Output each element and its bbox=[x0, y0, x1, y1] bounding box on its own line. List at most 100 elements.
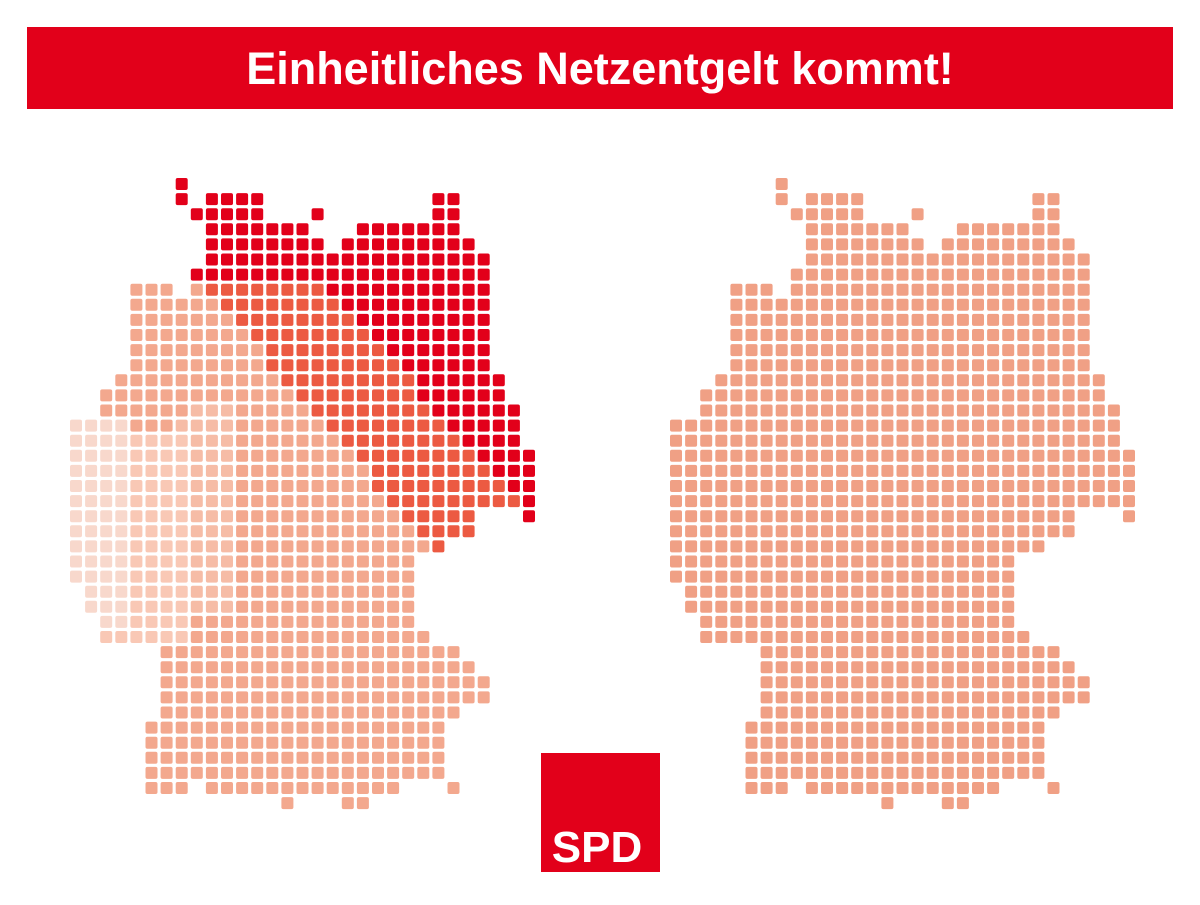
map-cell bbox=[1047, 298, 1060, 311]
map-cell bbox=[85, 570, 98, 583]
map-cell bbox=[715, 404, 728, 417]
map-cell bbox=[700, 615, 713, 628]
map-cell bbox=[462, 298, 475, 311]
map-cell bbox=[236, 676, 249, 689]
map-cell bbox=[311, 404, 324, 417]
map-cell bbox=[926, 510, 939, 523]
map-cell bbox=[866, 223, 879, 236]
map-cell bbox=[956, 283, 969, 296]
map-cell bbox=[1077, 464, 1090, 477]
map-cell bbox=[221, 298, 233, 311]
map-cell bbox=[417, 721, 430, 734]
map-cell bbox=[432, 268, 445, 281]
map-cell bbox=[417, 495, 430, 508]
map-cell bbox=[447, 434, 460, 447]
map-cell bbox=[221, 374, 233, 387]
map-cell bbox=[790, 268, 803, 281]
map-cell bbox=[987, 449, 1000, 462]
map-cell bbox=[941, 510, 954, 523]
map-cell bbox=[896, 751, 909, 764]
map-cell bbox=[341, 736, 354, 749]
map-cell bbox=[760, 721, 773, 734]
map-current bbox=[70, 178, 535, 810]
map-cell bbox=[432, 283, 445, 296]
map-cell bbox=[341, 691, 354, 704]
map-cell bbox=[670, 419, 682, 432]
map-cell bbox=[1047, 208, 1060, 221]
map-cell bbox=[1002, 646, 1015, 659]
map-cell bbox=[715, 495, 728, 508]
map-cell bbox=[851, 404, 864, 417]
map-cell bbox=[926, 283, 939, 296]
map-cell bbox=[432, 464, 445, 477]
map-cell bbox=[805, 510, 818, 523]
map-cell bbox=[1123, 449, 1135, 462]
map-cell bbox=[866, 706, 879, 719]
map-cell bbox=[987, 782, 1000, 794]
map-cell bbox=[341, 495, 354, 508]
map-cell bbox=[1002, 223, 1015, 236]
map-cell bbox=[1032, 268, 1045, 281]
map-cell bbox=[266, 344, 279, 357]
map-cell bbox=[326, 631, 339, 643]
map-cell bbox=[911, 766, 924, 779]
map-cell bbox=[896, 434, 909, 447]
map-cell bbox=[266, 238, 279, 251]
map-cell bbox=[972, 419, 984, 432]
map-cell bbox=[221, 193, 233, 206]
map-cell bbox=[311, 615, 324, 628]
map-cell bbox=[926, 706, 939, 719]
map-cell bbox=[296, 631, 309, 643]
map-cell bbox=[1017, 253, 1030, 266]
map-cell bbox=[790, 510, 803, 523]
map-cell bbox=[296, 706, 309, 719]
map-cell bbox=[160, 736, 173, 749]
map-cell bbox=[326, 404, 339, 417]
map-cell bbox=[760, 782, 773, 794]
map-cell bbox=[790, 736, 803, 749]
map-cell bbox=[387, 268, 400, 281]
map-cell bbox=[911, 661, 924, 674]
map-cell bbox=[866, 721, 879, 734]
map-cell bbox=[775, 510, 788, 523]
map-cell bbox=[311, 540, 324, 553]
map-cell bbox=[926, 615, 939, 628]
map-cell bbox=[221, 434, 233, 447]
map-cell bbox=[805, 570, 818, 583]
map-cell bbox=[281, 238, 294, 251]
map-cell bbox=[432, 223, 445, 236]
map-cell bbox=[372, 419, 384, 432]
map-cell bbox=[115, 600, 128, 613]
map-cell bbox=[851, 359, 864, 372]
map-cell bbox=[311, 208, 324, 221]
map-cell bbox=[221, 540, 233, 553]
map-cell bbox=[926, 555, 939, 568]
map-cell bbox=[866, 555, 879, 568]
map-cell bbox=[760, 600, 773, 613]
map-cell bbox=[911, 782, 924, 794]
map-cell bbox=[221, 570, 233, 583]
map-cell bbox=[372, 359, 384, 372]
map-cell bbox=[1047, 344, 1060, 357]
map-cell bbox=[447, 359, 460, 372]
map-cell bbox=[987, 298, 1000, 311]
map-cell bbox=[926, 268, 939, 281]
map-cell bbox=[805, 298, 818, 311]
map-cell bbox=[311, 344, 324, 357]
map-cell bbox=[881, 374, 894, 387]
map-cell bbox=[432, 238, 445, 251]
map-cell bbox=[790, 374, 803, 387]
map-cell bbox=[926, 313, 939, 326]
map-cell bbox=[145, 404, 158, 417]
map-cell bbox=[341, 676, 354, 689]
map-cell bbox=[821, 329, 833, 341]
map-cell bbox=[266, 631, 279, 643]
map-cell bbox=[130, 434, 143, 447]
map-cell bbox=[851, 706, 864, 719]
map-cell bbox=[145, 766, 158, 779]
map-cell bbox=[205, 766, 218, 779]
map-cell bbox=[881, 782, 894, 794]
map-cell bbox=[311, 419, 324, 432]
map-cell bbox=[190, 631, 203, 643]
map-cell bbox=[447, 661, 460, 674]
